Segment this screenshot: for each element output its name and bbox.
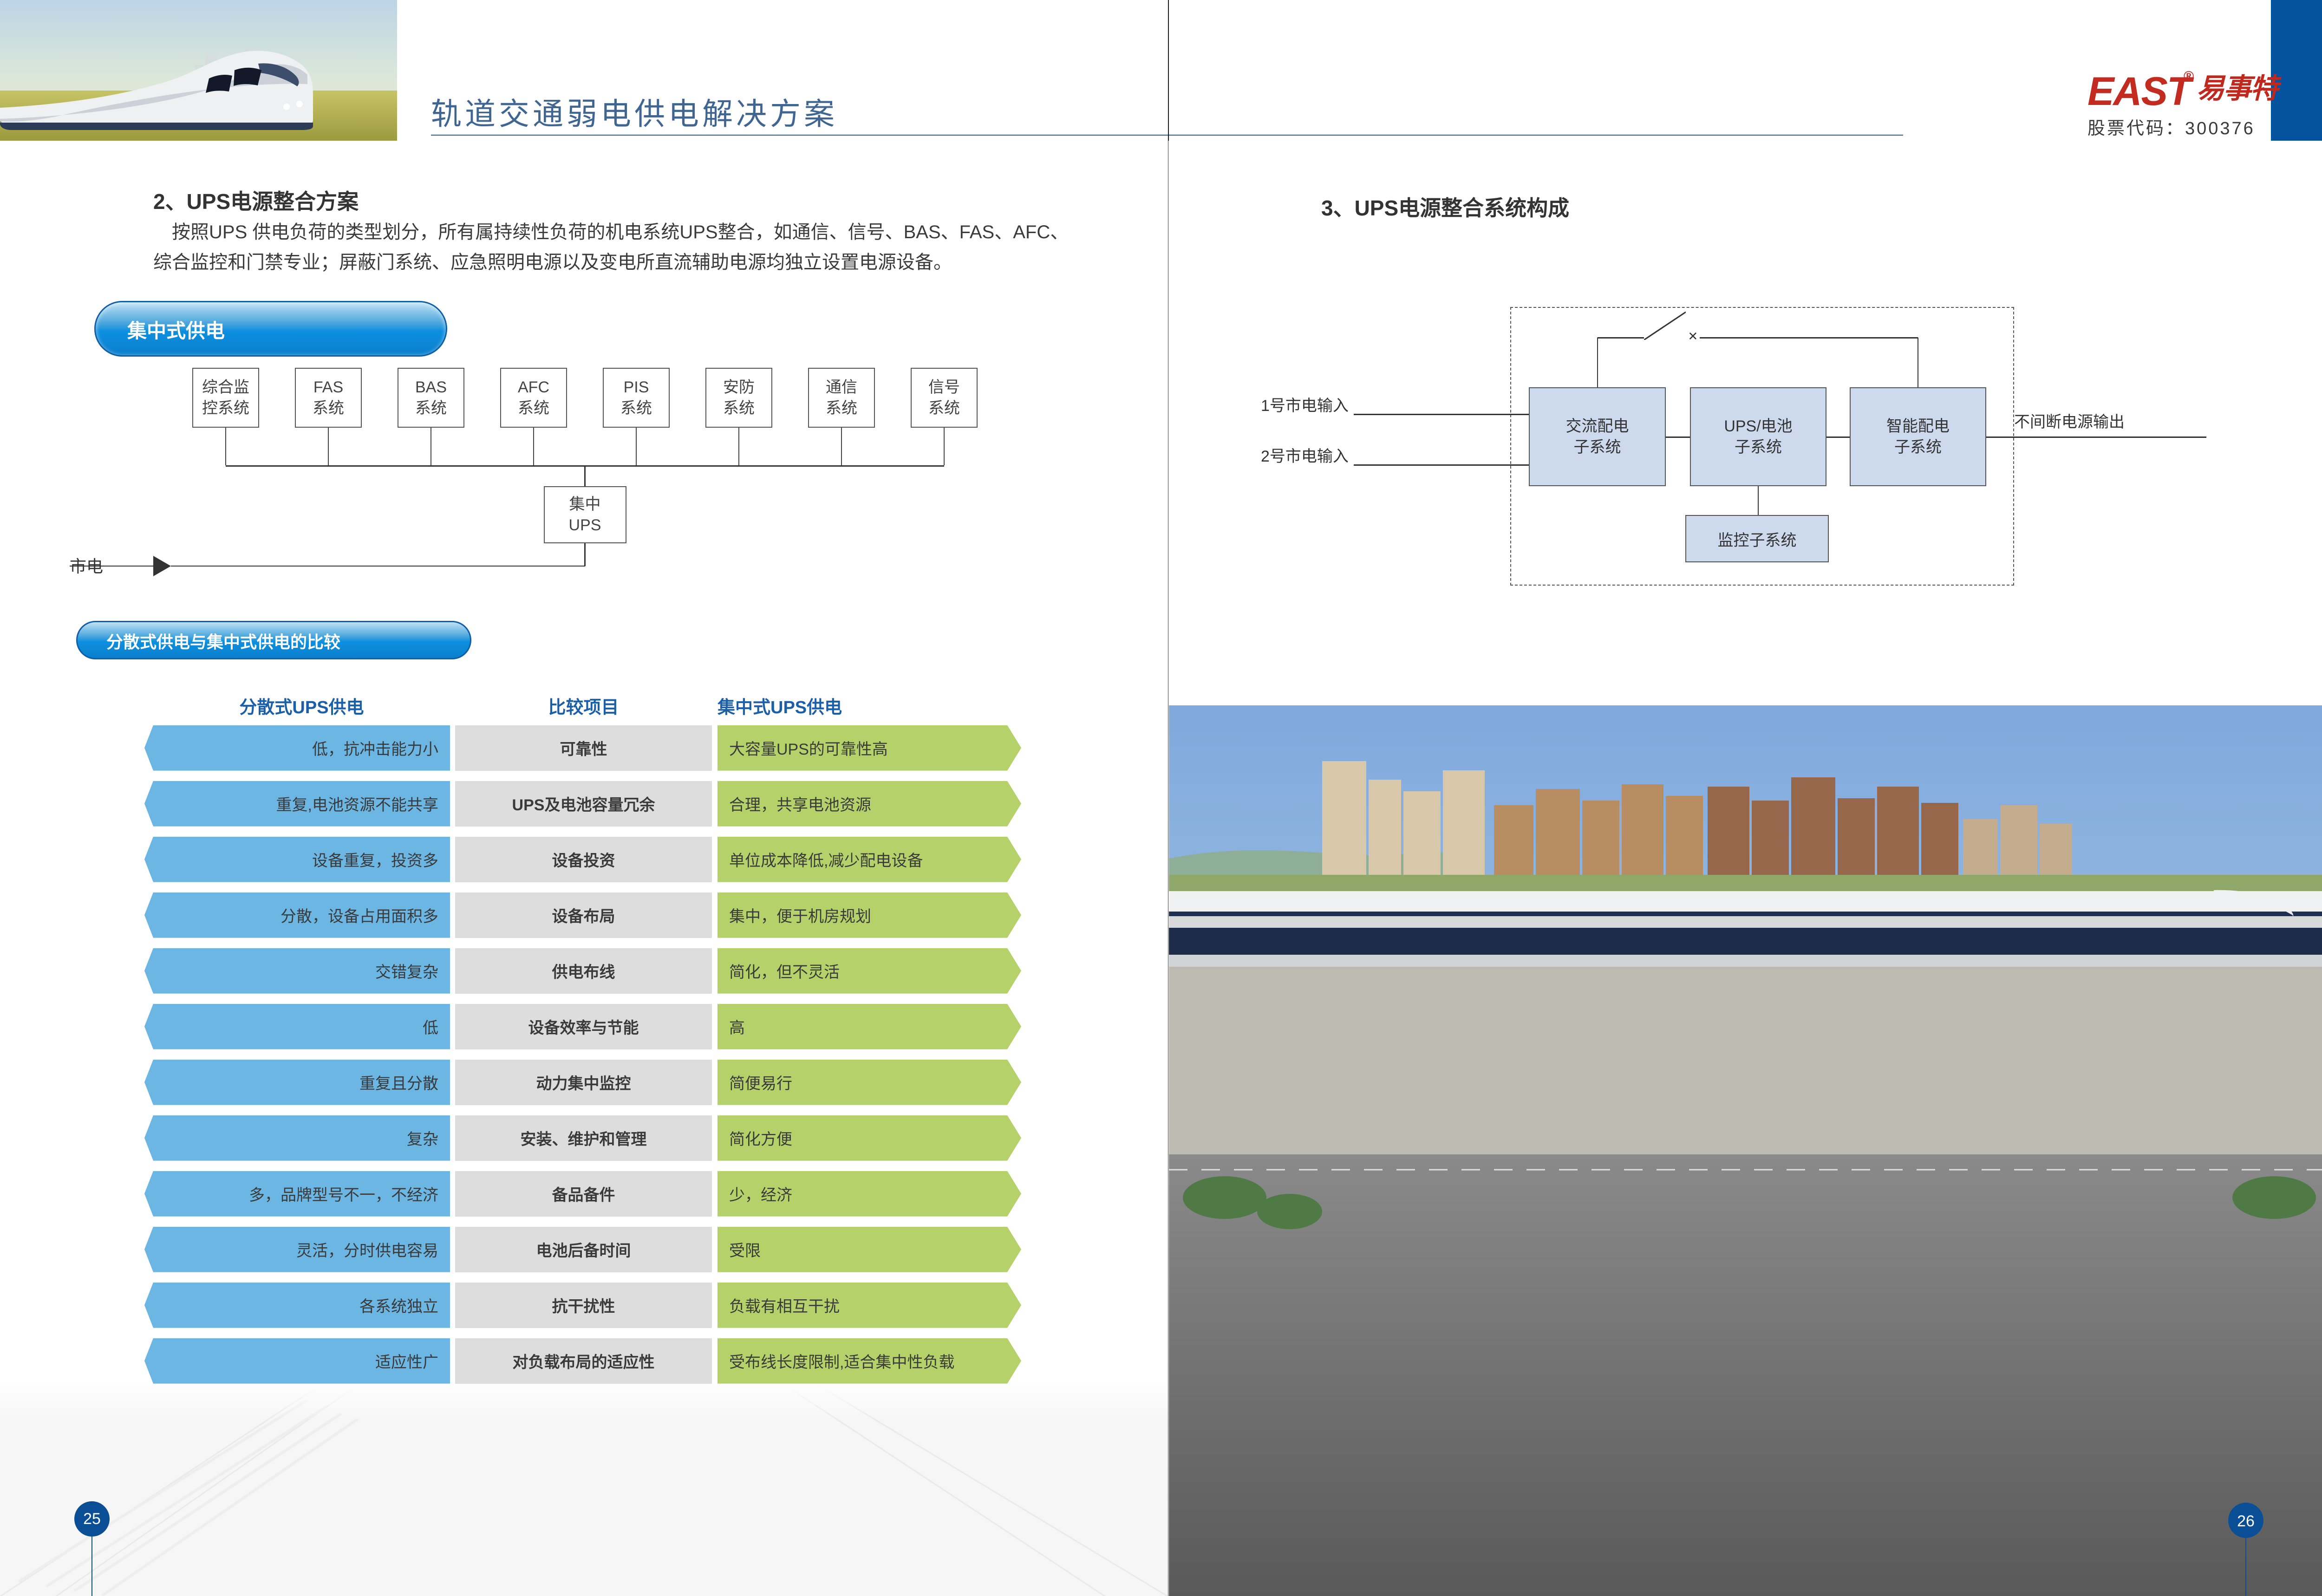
svg-text:26: 26 [2237,1512,2255,1530]
